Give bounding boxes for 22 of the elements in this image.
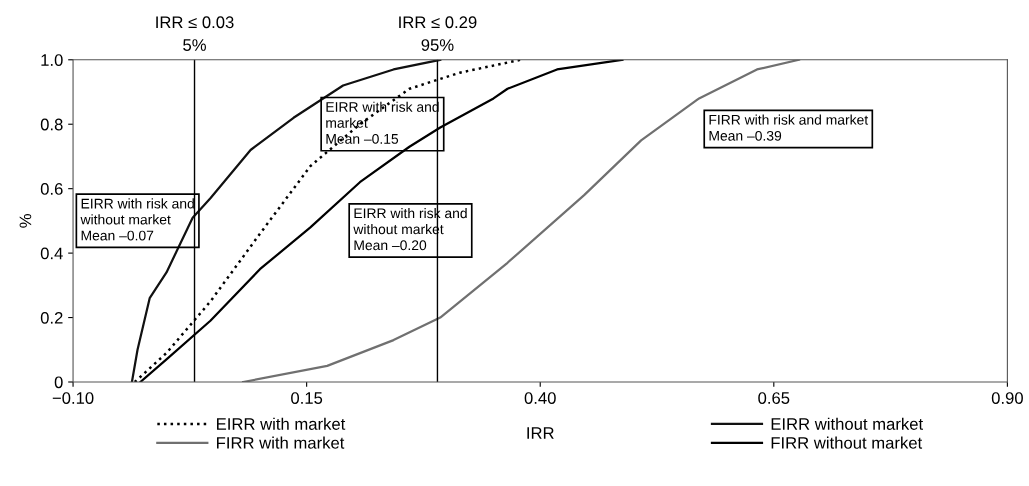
ref-line-label: IRR ≤ 0.29 95% <box>399 16 477 51</box>
y-axis-title: % <box>19 214 32 228</box>
x-tick-label: 0.65 <box>758 392 790 404</box>
legend-label: FIRR without market <box>771 436 923 449</box>
y-tick-label: 0 <box>54 376 63 389</box>
legend-label: EIRR with market <box>217 417 346 430</box>
x-tick-label: 0.90 <box>991 392 1023 404</box>
legend-label: EIRR without market <box>771 417 924 430</box>
legend-label: FIRR with market <box>217 436 345 449</box>
annotation: EIRR with risk and without market Mean –0.07 <box>80 198 194 241</box>
x-tick-label: 0.15 <box>291 392 323 404</box>
x-tick-label: −0.10 <box>52 392 94 404</box>
y-tick-label: 0.4 <box>40 247 63 260</box>
y-tick-label: 0.6 <box>40 183 63 195</box>
x-tick-label: 0.40 <box>524 392 556 404</box>
x-axis-title: IRR <box>527 427 554 439</box>
y-tick-label: 1.0 <box>41 54 63 66</box>
ref-line-label: IRR ≤ 0.03 5% <box>156 16 234 51</box>
line-series <box>242 59 801 382</box>
y-tick-label: 0.2 <box>40 311 63 324</box>
y-tick-label: 0.8 <box>40 118 63 131</box>
annotation: FIRR with risk and market Mean –0.39 <box>709 114 869 141</box>
